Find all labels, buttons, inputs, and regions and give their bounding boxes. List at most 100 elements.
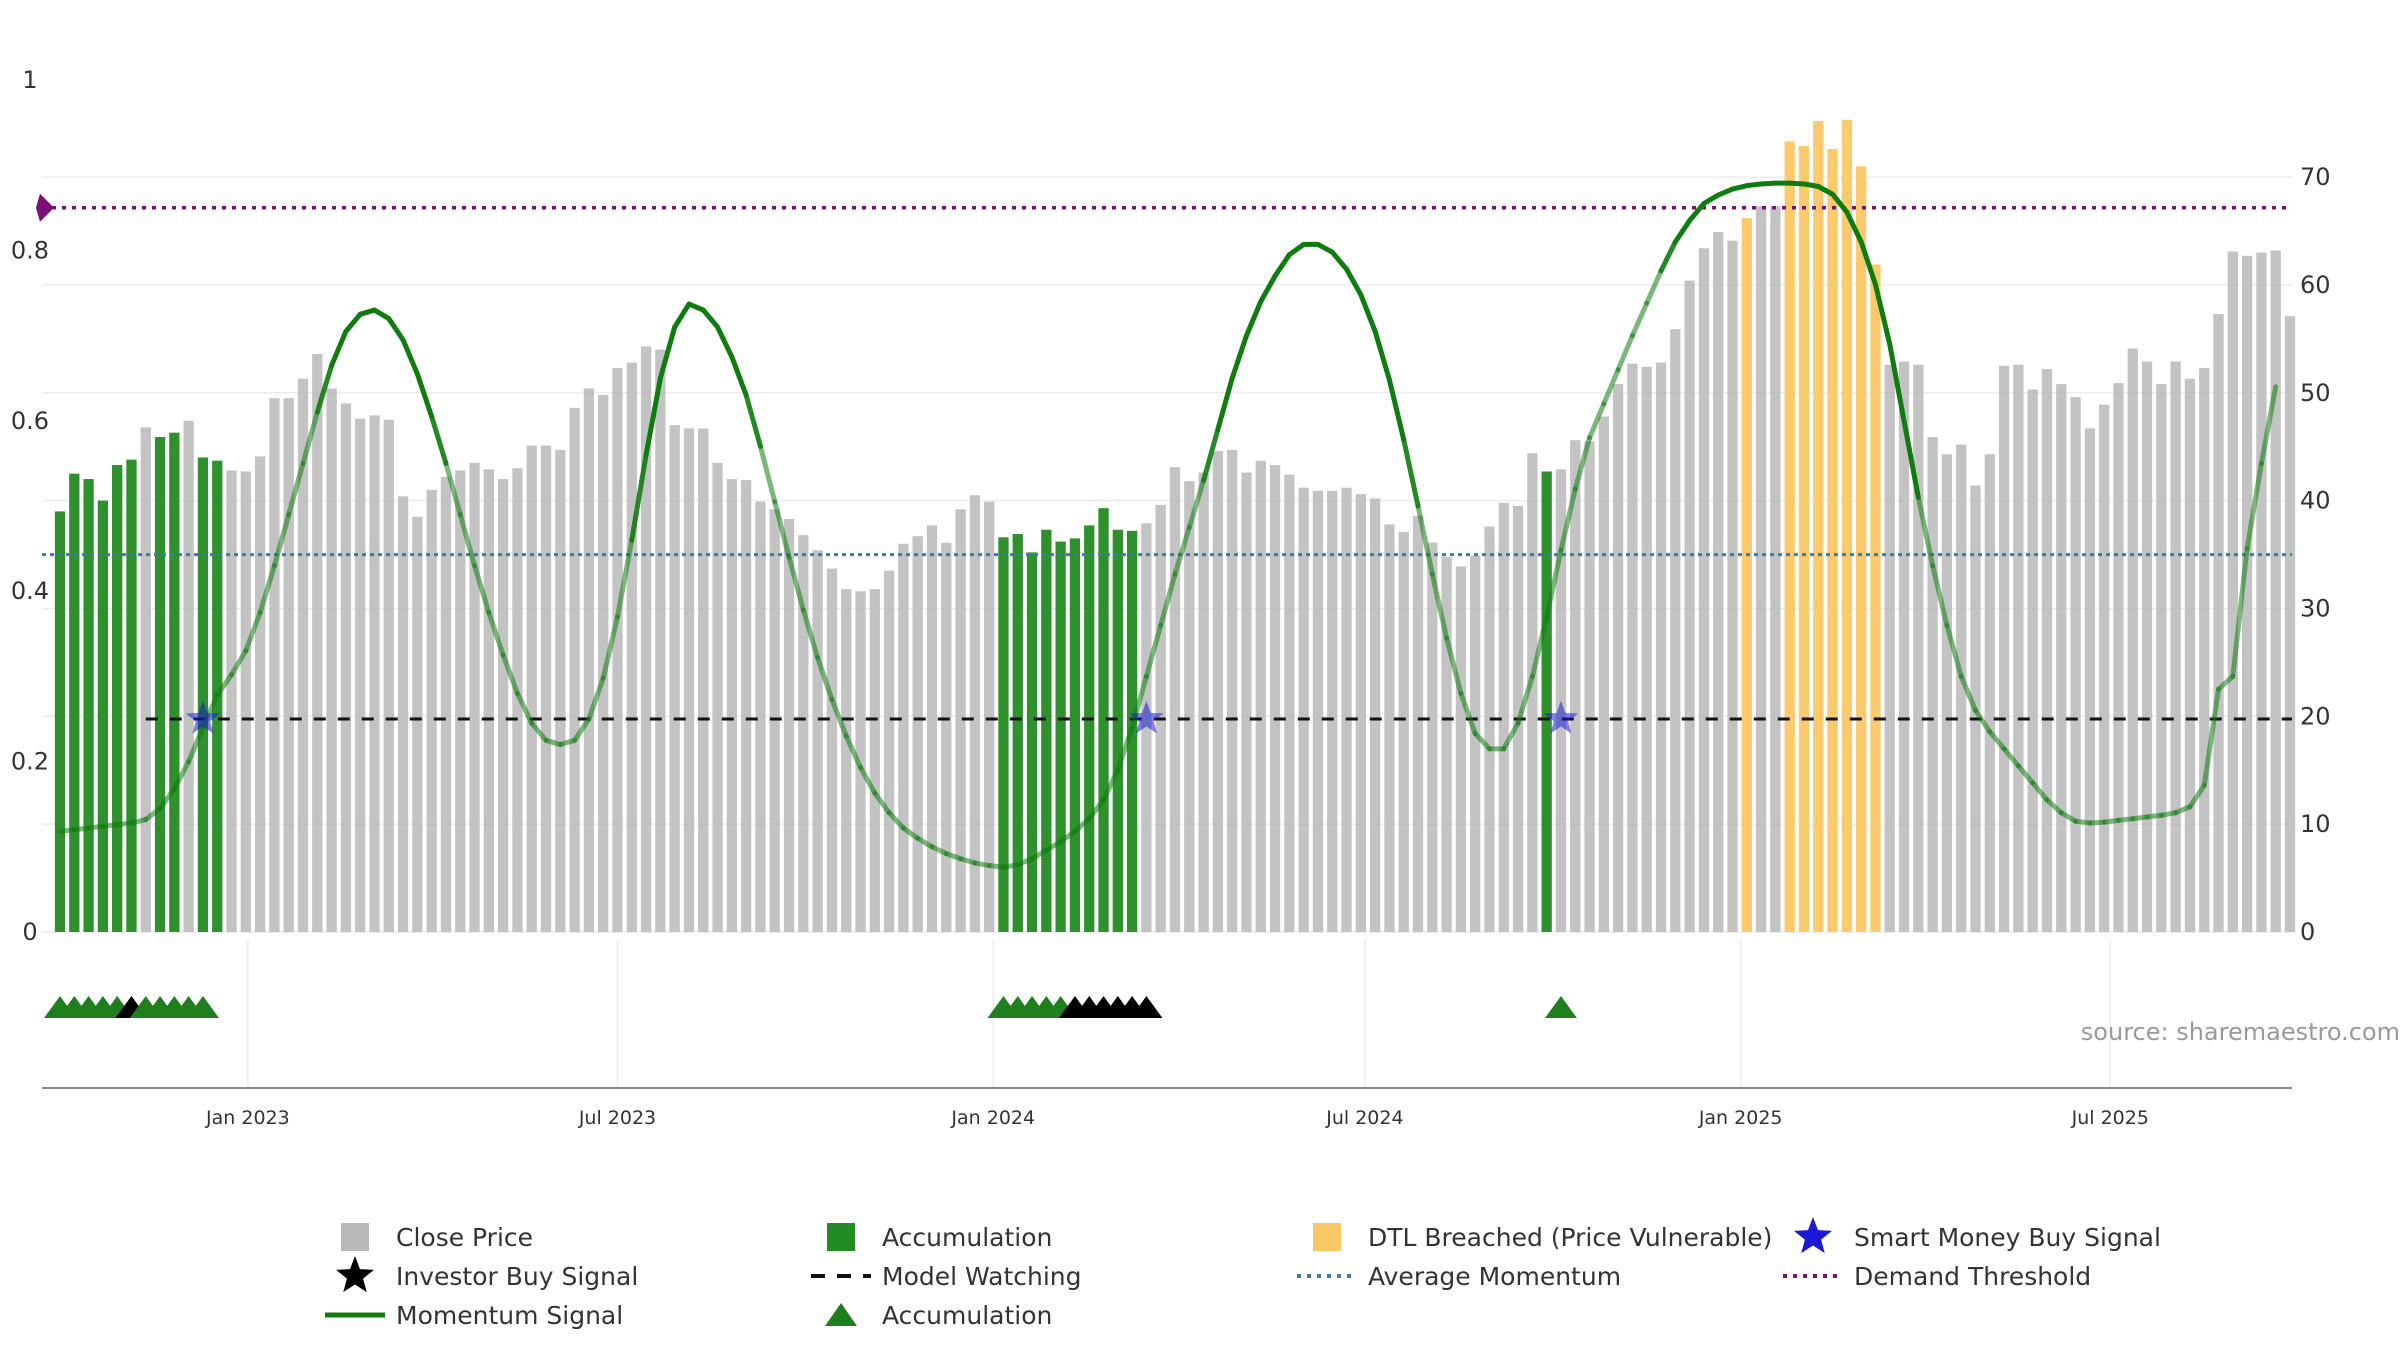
momentum-signal-segment [400, 337, 420, 377]
close-price-bar [640, 346, 652, 933]
momentum-signal-segment [872, 790, 892, 816]
momentum-signal-segment [815, 655, 835, 702]
momentum-signal-segment [1858, 239, 1878, 287]
close-price-bar [741, 480, 752, 932]
momentum-signal-segment [1501, 720, 1521, 752]
legend-item: Close Price [341, 1223, 533, 1252]
accumulation-marker [186, 996, 219, 1018]
close-price-bar [726, 479, 738, 932]
momentum-signal-segment [1901, 418, 1921, 500]
x-axis-tick-label: Jan 2025 [1698, 1107, 1783, 1129]
legend-item: Accumulation [827, 1223, 1052, 1252]
right-axis-tick-label: 0 [2300, 918, 2315, 946]
close-price-bar [1998, 365, 2010, 932]
legend-item: Model Watching [811, 1262, 1082, 1291]
x-axis-tick-label: Jan 2023 [205, 1107, 290, 1129]
momentum-signal-segment [329, 328, 349, 368]
momentum-signal-segment [1215, 375, 1235, 432]
left-axis-tick-label: 1 [22, 66, 37, 94]
momentum-signal-segment [157, 786, 177, 811]
momentum-signal-segment [1072, 816, 1092, 834]
accumulation-bar [154, 436, 166, 932]
close-price-bar [1927, 436, 1938, 932]
close-price-bar [698, 428, 709, 932]
momentum-signal-segment [2216, 673, 2236, 692]
momentum-signal-segment [286, 460, 306, 518]
momentum-signal-segment [1186, 477, 1207, 530]
close-price-bar [1441, 556, 1452, 932]
left-axis-tick-label: 0 [22, 918, 37, 946]
momentum-signal-segment [257, 563, 277, 615]
accumulation-bar [197, 457, 209, 932]
momentum-signal-segment [1258, 273, 1278, 305]
momentum-signal-segment [2187, 782, 2207, 810]
momentum-signal-segment [1315, 241, 1335, 255]
momentum-signal-segment [643, 375, 663, 458]
bars-layer [54, 119, 2296, 933]
momentum-signal-segment [1615, 333, 1635, 373]
momentum-signal-segment [1830, 191, 1850, 215]
momentum-signal-segment [1587, 401, 1607, 441]
momentum-signal-segment [1958, 673, 1979, 713]
accumulation-bar [1069, 538, 1081, 932]
legend-item: Demand Threshold [1783, 1262, 2091, 1291]
momentum-signal-segment [1601, 367, 1621, 407]
momentum-signal-segment [1629, 300, 1650, 339]
close-price-bar [669, 425, 680, 932]
accumulation-bar [126, 459, 137, 932]
momentum-signal-segment [2044, 797, 2064, 816]
legend-item: Investor Buy Signal [335, 1256, 638, 1293]
legend-label: DTL Breached (Price Vulnerable) [1368, 1223, 1772, 1252]
close-price-bar [2184, 378, 2196, 932]
close-price-bar [1427, 542, 1438, 932]
close-price-bar [912, 536, 923, 932]
x-axis-tick-label: Jul 2024 [1325, 1107, 1403, 1129]
momentum-signal-segment [2258, 384, 2279, 466]
accumulation-bar [97, 500, 109, 932]
momentum-signal-segment [800, 607, 821, 661]
momentum-signal-segment [1272, 252, 1292, 279]
left-axis-tick-label: 0.6 [11, 407, 49, 435]
x-axis-tick-label: Jul 2025 [2071, 1107, 2149, 1129]
close-price-bar [1913, 364, 1924, 932]
close-price-bar [512, 468, 523, 932]
momentum-signal-segment [1129, 673, 1149, 731]
close-price-bar [2270, 250, 2281, 932]
close-price-bar [1527, 453, 1538, 932]
momentum-signal-segment [900, 825, 921, 841]
close-price-bar [2084, 428, 2096, 932]
close-price-bar [340, 403, 352, 932]
momentum-signal-segment [371, 307, 392, 322]
momentum-signal-segment [1043, 839, 1064, 853]
close-price-bar [2199, 367, 2210, 932]
close-price-bar [926, 525, 938, 932]
close-price-bar [755, 501, 766, 932]
close-price-bar [1498, 502, 1509, 932]
dtl-breached-bar [1813, 120, 1824, 932]
momentum-signal-segment [2058, 810, 2079, 824]
momentum-signal-segment [829, 696, 849, 739]
momentum-signal-segment [1401, 437, 1421, 509]
close-price-bar [2241, 255, 2253, 932]
close-price-bar [1384, 524, 1395, 932]
close-price-bar [1327, 490, 1338, 932]
close-price-bar [140, 427, 151, 932]
momentum-signal-segment [1058, 828, 1078, 845]
momentum-signal-segment [1172, 524, 1192, 577]
legend-label: Close Price [396, 1223, 533, 1252]
accumulation-bar [998, 537, 1009, 932]
momentum-signal-segment [1229, 333, 1249, 381]
close-price-bar [2227, 251, 2238, 932]
smart-money-buy-signal [1129, 701, 1164, 734]
momentum-signal-segment [343, 311, 363, 334]
momentum-signal-segment [1201, 426, 1221, 483]
close-price-bar [369, 415, 380, 932]
momentum-signal-segment [586, 675, 606, 722]
close-price-bar [1727, 240, 1738, 932]
close-price-bar [598, 394, 609, 932]
x-axis-tick-label: Jan 2024 [950, 1107, 1035, 1129]
smart-money-buy-signal [185, 701, 221, 734]
close-price-bar [1941, 454, 1953, 932]
close-price-bar [2127, 348, 2138, 933]
legend-label: Accumulation [882, 1223, 1052, 1252]
